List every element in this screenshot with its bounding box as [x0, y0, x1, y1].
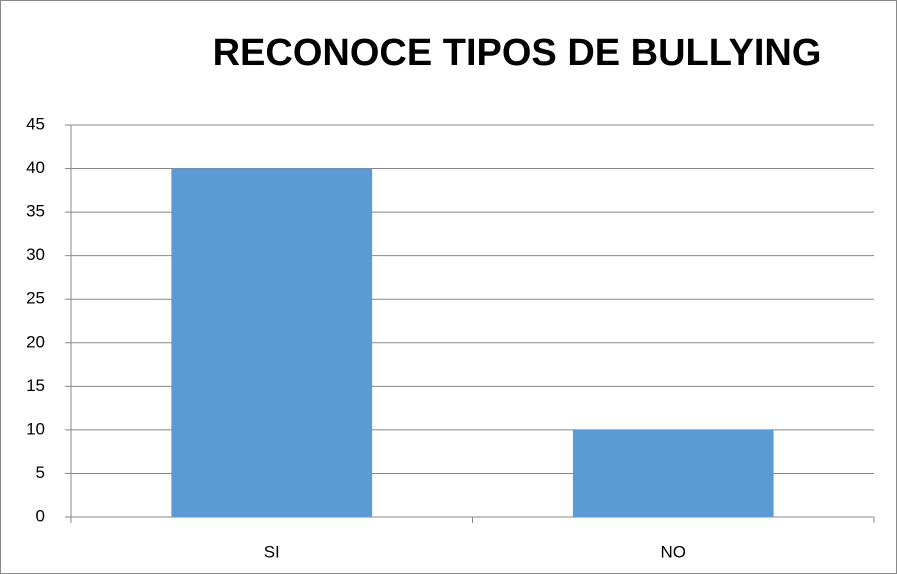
- y-tick-label: 25: [26, 289, 45, 308]
- y-tick-label: 15: [26, 376, 45, 395]
- y-tick-label: 30: [26, 245, 45, 264]
- y-tick-label: 45: [26, 114, 45, 133]
- bar: [572, 429, 774, 517]
- y-tick-label: 10: [26, 419, 45, 438]
- bar: [171, 168, 373, 518]
- chart-title: RECONOCE TIPOS DE BULLYING: [213, 32, 822, 74]
- y-tick-label: 5: [36, 463, 45, 482]
- x-tick-label: NO: [661, 542, 687, 561]
- y-tick-label: 20: [26, 332, 45, 351]
- y-tick-label: 35: [26, 202, 45, 221]
- y-tick-label: 40: [26, 158, 45, 177]
- x-tick-label: SI: [264, 542, 280, 561]
- y-tick-label: 0: [36, 506, 45, 525]
